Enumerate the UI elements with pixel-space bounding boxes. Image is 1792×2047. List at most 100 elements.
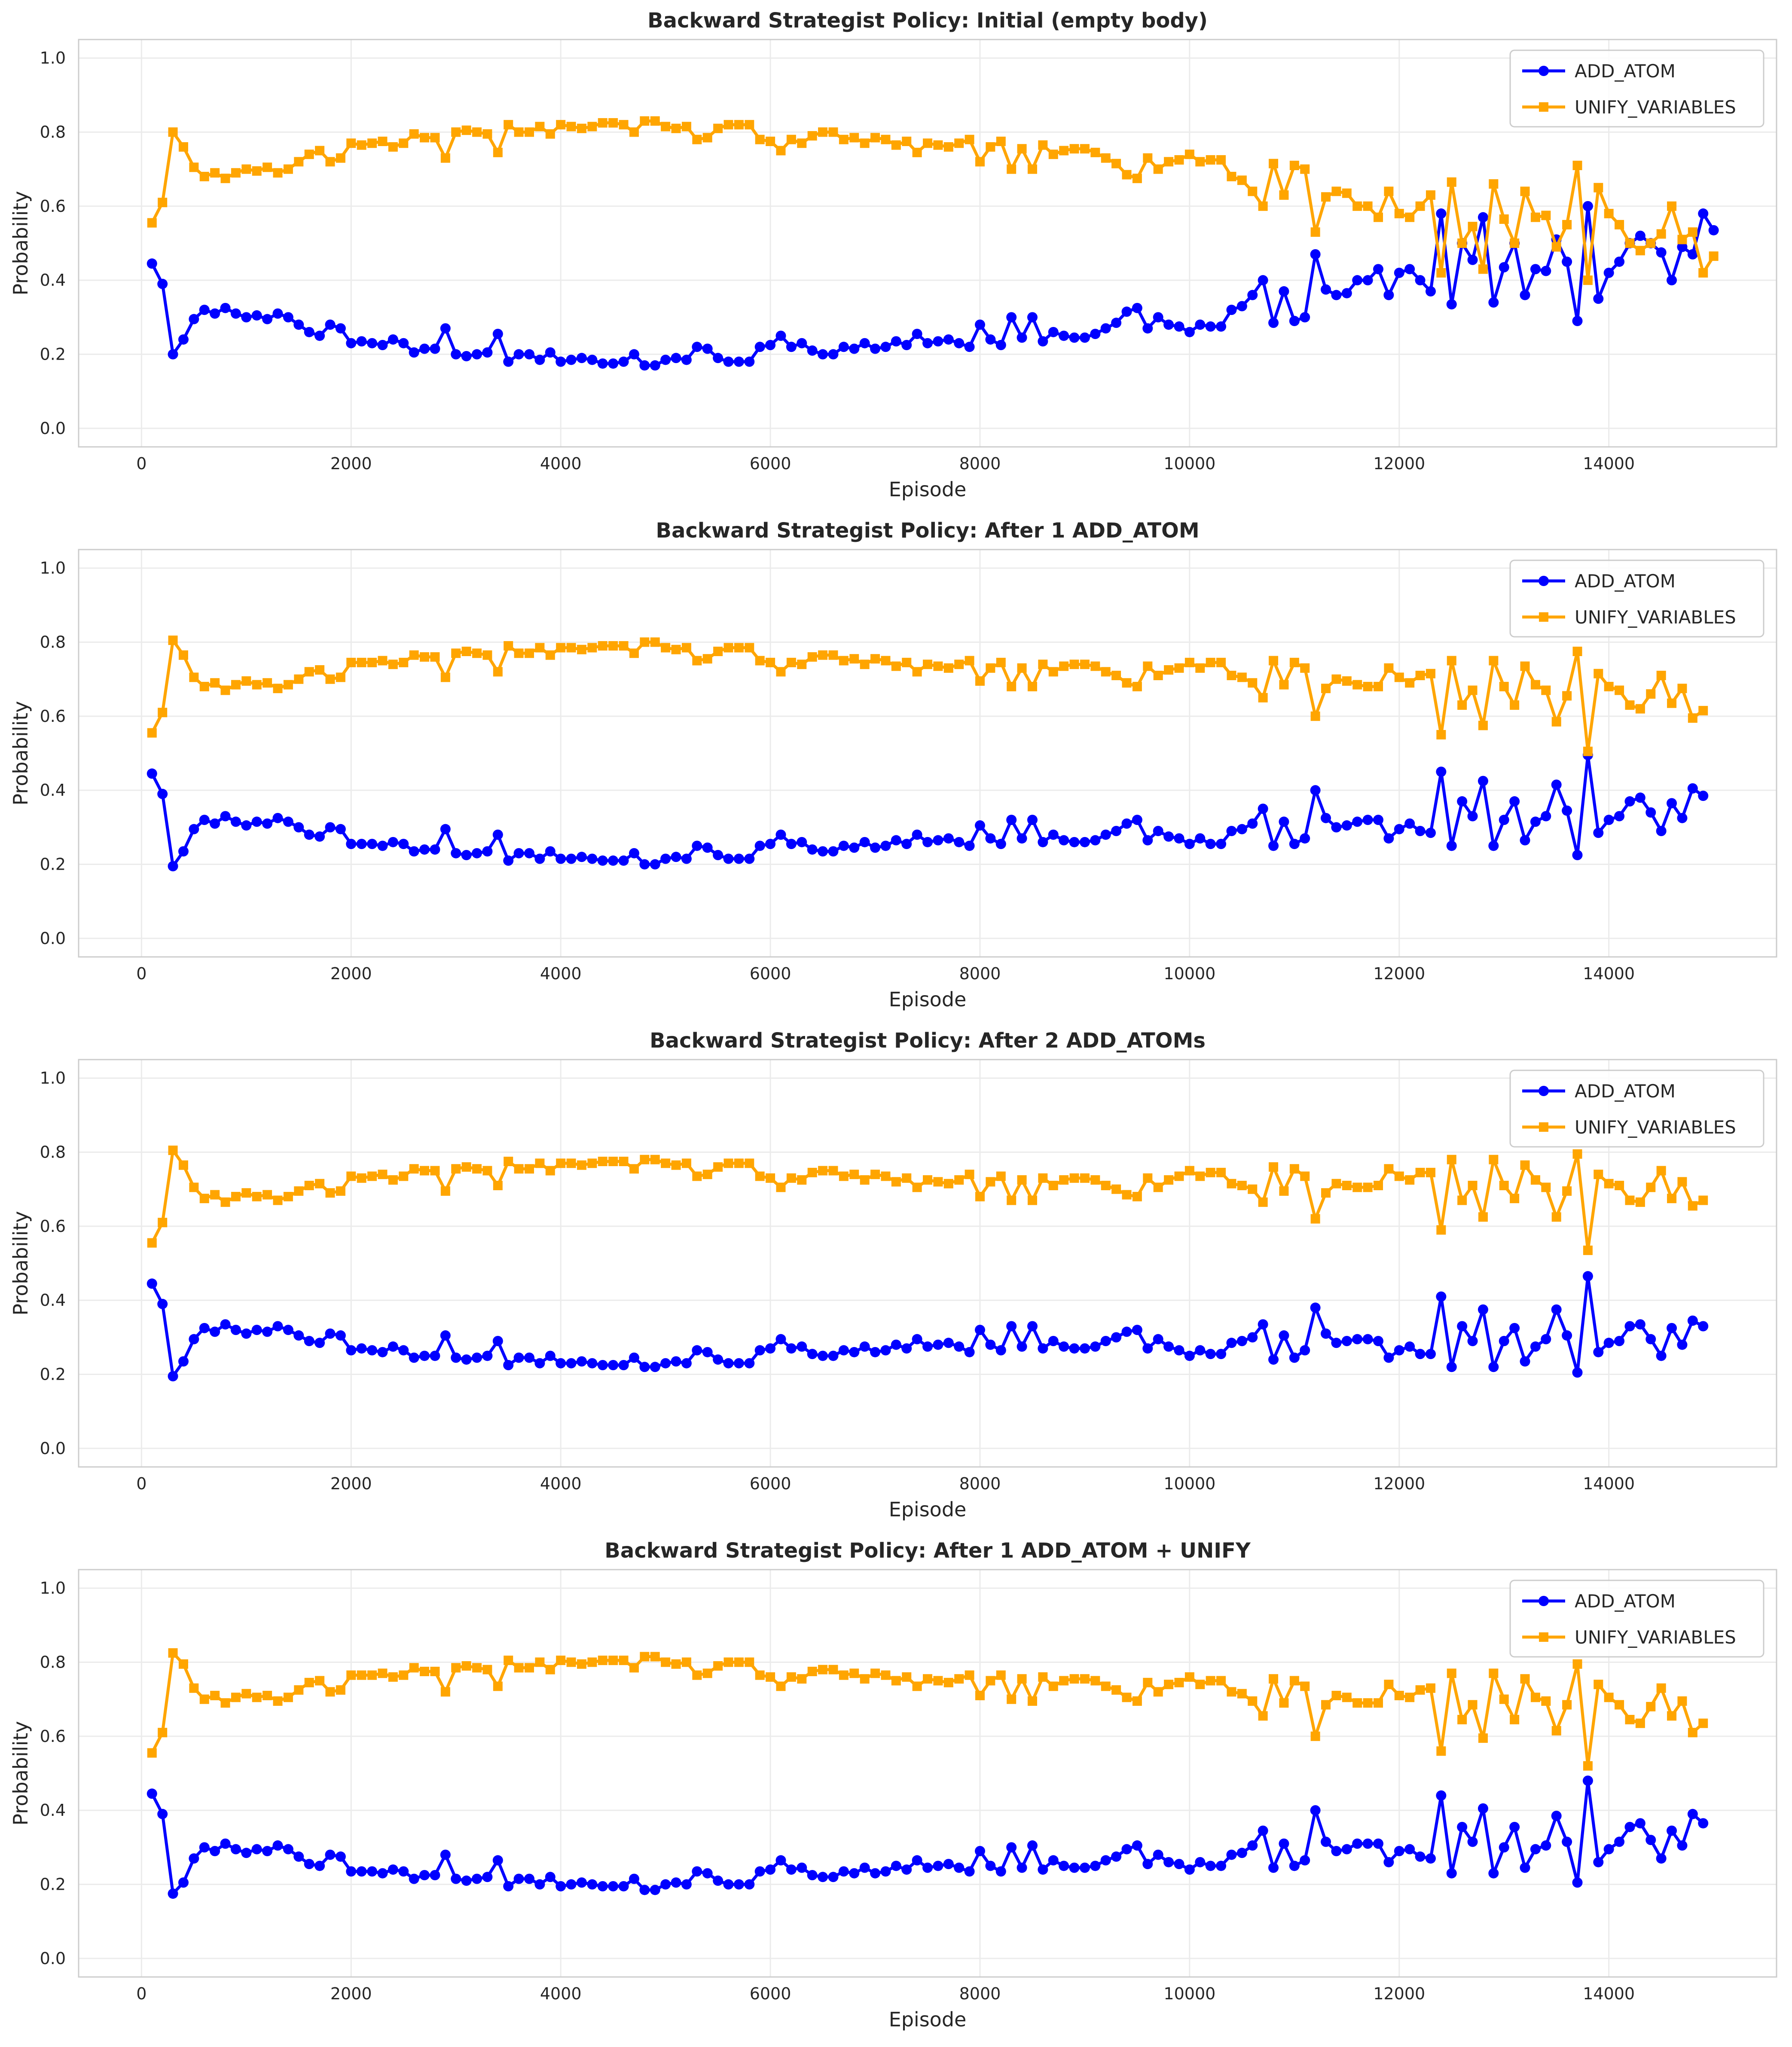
data-point	[1007, 164, 1017, 174]
data-point	[356, 336, 367, 347]
data-point	[168, 349, 178, 360]
data-point	[766, 137, 775, 146]
data-point	[755, 656, 765, 666]
data-point	[1499, 262, 1509, 273]
data-point	[1383, 833, 1394, 844]
data-point	[1468, 1700, 1478, 1710]
data-point	[451, 648, 461, 658]
data-point	[650, 116, 660, 126]
data-point	[1551, 242, 1561, 252]
data-point	[933, 1339, 943, 1350]
x-tick-label: 0	[136, 1984, 147, 2003]
data-point	[744, 356, 755, 367]
data-point	[440, 1849, 451, 1860]
data-point	[493, 667, 503, 677]
data-point	[912, 829, 922, 840]
data-point	[430, 343, 440, 354]
data-point	[1688, 1728, 1697, 1738]
data-point	[524, 848, 534, 859]
data-point	[954, 1175, 964, 1185]
data-point	[430, 1870, 440, 1880]
data-point	[1059, 1175, 1069, 1185]
data-point	[220, 1197, 230, 1207]
data-point	[1426, 1167, 1435, 1177]
data-point	[304, 1335, 314, 1346]
data-point	[660, 354, 671, 365]
data-point	[985, 833, 996, 844]
data-point	[860, 660, 870, 669]
data-point	[461, 1661, 471, 1671]
data-point	[754, 342, 765, 352]
data-point	[1425, 828, 1436, 838]
data-point	[430, 844, 440, 855]
data-point	[1656, 671, 1666, 681]
data-point	[325, 157, 335, 167]
data-point	[1310, 227, 1320, 237]
data-point	[1184, 657, 1194, 667]
data-point	[566, 122, 576, 131]
data-point	[1143, 153, 1153, 163]
data-point	[1142, 1343, 1153, 1354]
data-point	[1007, 1694, 1017, 1704]
data-point	[828, 1166, 838, 1176]
data-point	[587, 643, 597, 653]
data-point	[461, 125, 471, 135]
data-point	[1195, 1857, 1206, 1867]
data-point	[671, 123, 681, 133]
data-point	[315, 1676, 325, 1686]
data-point	[1059, 835, 1069, 846]
data-point	[157, 1809, 168, 1819]
data-point	[1594, 183, 1603, 192]
data-point	[1530, 1341, 1541, 1352]
data-point	[1562, 220, 1572, 229]
data-point	[1331, 1845, 1342, 1856]
data-point	[1195, 319, 1206, 330]
y-axis-label: Probability	[9, 1721, 32, 1825]
data-point	[178, 142, 188, 152]
data-point	[776, 1182, 786, 1192]
data-point	[1268, 1354, 1279, 1365]
data-point	[1247, 1332, 1258, 1343]
series-unify-variables	[147, 635, 1708, 756]
data-point	[1310, 1214, 1320, 1224]
data-point	[1258, 201, 1268, 211]
data-point	[1373, 1698, 1383, 1708]
data-point	[482, 650, 492, 660]
chart-title: Backward Strategist Policy: Initial (emp…	[647, 9, 1208, 33]
data-point	[1708, 225, 1719, 235]
data-point	[1289, 1352, 1300, 1363]
data-point	[923, 138, 932, 148]
data-point	[1520, 661, 1530, 671]
data-point	[1646, 1182, 1656, 1192]
y-tick-label: 0.6	[40, 1217, 66, 1236]
data-point	[1352, 275, 1363, 286]
data-point	[1562, 805, 1572, 816]
data-point	[1069, 144, 1079, 154]
data-point	[1017, 1341, 1027, 1352]
data-point	[1687, 1315, 1698, 1326]
data-point	[1007, 1195, 1017, 1205]
data-point	[640, 1652, 650, 1662]
data-point	[1467, 811, 1478, 822]
data-point	[576, 1356, 587, 1367]
legend-marker	[1539, 576, 1549, 586]
data-point	[283, 1844, 293, 1855]
data-point	[1310, 1302, 1321, 1313]
data-point	[650, 859, 660, 870]
data-point	[870, 1347, 881, 1357]
data-point	[504, 641, 513, 651]
data-point	[1688, 227, 1697, 237]
data-point	[1310, 1731, 1320, 1741]
data-point	[1236, 301, 1247, 312]
data-point	[986, 1676, 995, 1686]
series-unify-variables	[147, 1146, 1708, 1255]
data-point	[1111, 1685, 1121, 1695]
x-axis-label: Episode	[889, 988, 967, 1011]
data-point	[859, 837, 870, 847]
data-point	[1143, 1677, 1153, 1687]
data-point	[1017, 663, 1027, 673]
data-point	[189, 314, 199, 324]
data-point	[1603, 815, 1614, 825]
data-point	[965, 656, 974, 666]
data-point	[377, 1347, 388, 1357]
